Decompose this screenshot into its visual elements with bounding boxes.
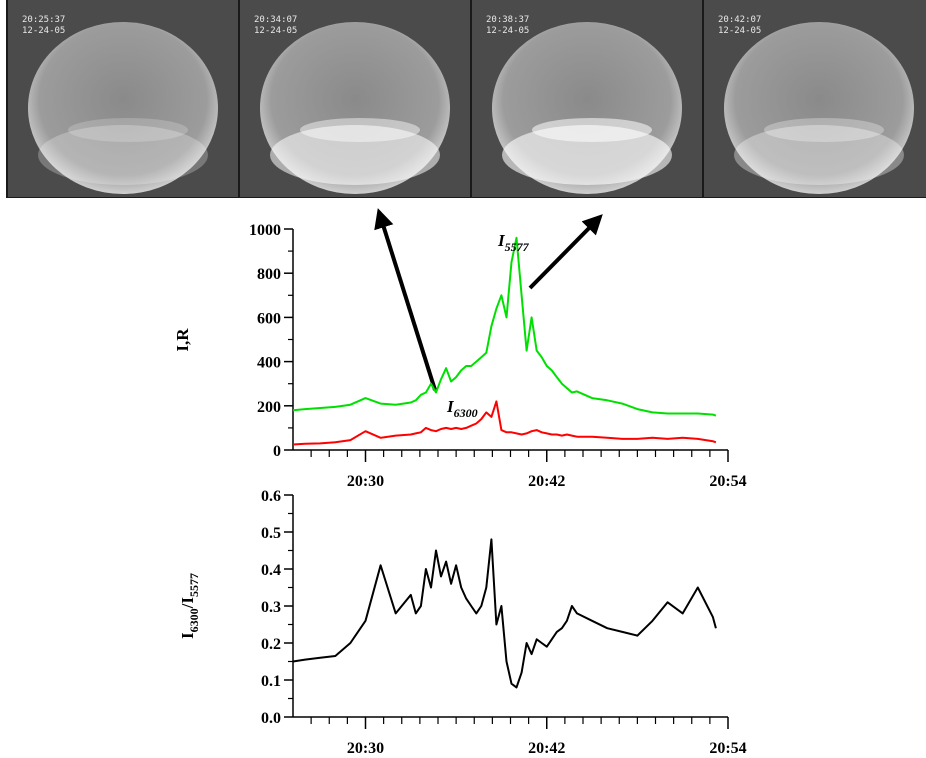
y-tick-label: 0: [273, 443, 281, 460]
y-tick-label: 800: [257, 266, 281, 283]
x-tick-label: 20:30: [347, 740, 384, 757]
y-tick-label: 0.6: [261, 488, 281, 505]
series-name-sub: 5577: [505, 240, 530, 254]
image-date: 12-24-05: [486, 26, 529, 36]
image-time: 20:42:07: [718, 15, 761, 25]
y-label-part: I,R: [173, 328, 192, 352]
y-tick-label: 0.1: [261, 673, 281, 690]
series-name: I: [446, 397, 455, 416]
arrow: [374, 208, 437, 391]
y-tick-label: 600: [257, 310, 281, 327]
x-tick-label: 20:54: [709, 740, 746, 757]
aurora: [68, 118, 188, 142]
y-tick-label: 0.4: [261, 562, 281, 579]
y-label-part: 5577: [187, 573, 201, 597]
data-line: [292, 538, 717, 689]
aurora: [270, 125, 440, 185]
aurora: [300, 118, 420, 142]
aurora: [532, 118, 652, 142]
all-sky-disc: [724, 22, 914, 194]
image-date: 12-24-05: [254, 26, 297, 36]
series-label: I5577: [497, 231, 530, 254]
x-tick-label: 20:42: [528, 473, 565, 490]
y-tick-label: 0.2: [261, 636, 281, 653]
aurora: [38, 125, 208, 185]
y-axis-label: I,R: [173, 328, 192, 352]
data-line: [292, 400, 717, 446]
y-tick-label: 0.5: [261, 525, 281, 542]
chart: 0.0 0.1 0.2 0.3 0.4 0.5 0.6 20:30 20:42 20:54 I630…: [178, 488, 747, 757]
series-name-sub: 6300: [454, 406, 478, 420]
arrow: [528, 214, 603, 290]
image-time: 20:38:37: [486, 15, 529, 25]
data-line: [292, 236, 717, 417]
y-tick-label: 200: [257, 399, 281, 416]
image-date: 12-24-05: [22, 26, 65, 36]
image-date: 12-24-05: [718, 26, 761, 36]
y-label-part: I: [178, 632, 197, 639]
y-axis-label: I6300/I5577: [178, 573, 201, 639]
y-tick-label: 0.3: [261, 599, 281, 616]
series-label: I6300: [446, 397, 478, 420]
aurora: [502, 125, 672, 185]
image-time: 20:25:37: [22, 15, 65, 25]
image-time: 20:34:07: [254, 15, 297, 25]
y-label-part: /I: [178, 597, 197, 610]
series-name: I: [497, 231, 506, 250]
x-tick-label: 20:30: [347, 473, 384, 490]
y-tick-label: 0.0: [261, 710, 281, 727]
y-label-part: 6300: [187, 608, 201, 632]
x-tick-label: 20:54: [709, 473, 746, 490]
all-sky-disc: [28, 22, 218, 194]
aurora: [734, 125, 904, 185]
x-tick-label: 20:42: [528, 740, 565, 757]
y-tick-label: 1000: [249, 222, 281, 239]
y-tick-label: 400: [257, 355, 281, 372]
aurora: [764, 118, 884, 142]
